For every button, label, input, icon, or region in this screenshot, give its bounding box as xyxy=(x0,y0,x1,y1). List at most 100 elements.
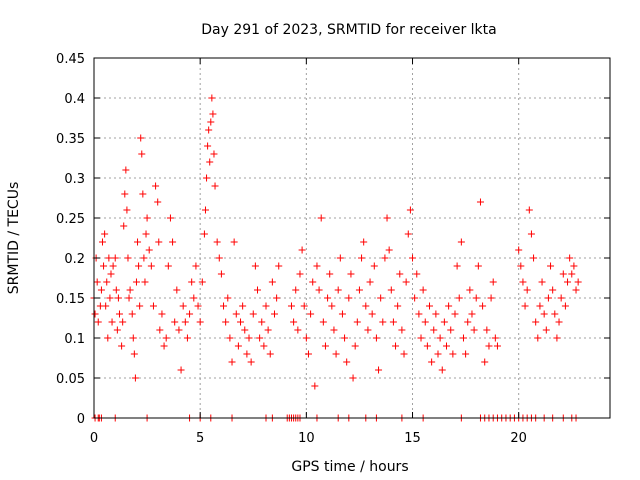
data-point xyxy=(372,334,380,342)
data-point xyxy=(459,334,467,342)
data-point xyxy=(122,166,130,174)
x-axis-title: GPS time / hours xyxy=(291,459,408,475)
data-point xyxy=(366,278,374,286)
data-point xyxy=(515,246,523,254)
data-point xyxy=(302,334,310,342)
data-point xyxy=(389,318,397,326)
data-point xyxy=(108,318,116,326)
data-point xyxy=(304,350,312,358)
data-point xyxy=(457,238,465,246)
data-point xyxy=(324,294,332,302)
data-point xyxy=(309,278,317,286)
data-point xyxy=(215,254,223,262)
data-point xyxy=(256,334,264,342)
x-tick-label: 0 xyxy=(90,431,98,446)
data-point xyxy=(377,294,385,302)
data-point xyxy=(394,302,402,310)
data-point xyxy=(493,342,501,350)
plot-frame xyxy=(93,57,611,419)
data-point xyxy=(453,262,461,270)
data-point xyxy=(230,238,238,246)
data-point xyxy=(485,342,493,350)
data-point xyxy=(115,310,123,318)
data-point xyxy=(104,334,112,342)
data-point xyxy=(237,318,245,326)
data-point xyxy=(419,286,427,294)
data-point xyxy=(411,294,419,302)
data-point xyxy=(481,358,489,366)
data-point xyxy=(254,286,262,294)
data-point xyxy=(313,262,321,270)
data-point xyxy=(347,270,355,278)
data-point xyxy=(273,294,281,302)
data-point xyxy=(445,302,453,310)
data-point xyxy=(551,310,559,318)
data-point xyxy=(555,318,563,326)
x-tick-labels: 0 5 10 15 20 xyxy=(90,431,527,446)
data-point xyxy=(154,198,162,206)
data-point xyxy=(523,286,531,294)
data-point xyxy=(132,278,140,286)
data-point xyxy=(239,302,247,310)
x-tick-label: 20 xyxy=(510,431,527,446)
data-point xyxy=(487,294,495,302)
data-point xyxy=(134,238,142,246)
data-point xyxy=(186,310,194,318)
data-point xyxy=(396,270,404,278)
data-point xyxy=(375,366,383,374)
data-point xyxy=(131,374,139,382)
data-point xyxy=(118,342,126,350)
data-point xyxy=(175,326,183,334)
data-point xyxy=(103,278,111,286)
data-point xyxy=(114,294,122,302)
data-point xyxy=(300,302,308,310)
data-point xyxy=(128,310,136,318)
data-point xyxy=(428,358,436,366)
data-point xyxy=(517,262,525,270)
data-point xyxy=(141,278,149,286)
data-point xyxy=(245,334,253,342)
data-point xyxy=(142,230,150,238)
data-point xyxy=(100,262,108,270)
data-point xyxy=(355,286,363,294)
data-point xyxy=(129,334,137,342)
data-point xyxy=(413,270,421,278)
data-point xyxy=(385,246,393,254)
data-point xyxy=(553,334,561,342)
y-tick-label: 0.25 xyxy=(56,212,85,227)
data-point xyxy=(97,286,105,294)
data-point xyxy=(406,206,414,214)
data-point xyxy=(360,238,368,246)
chart-title: Day 291 of 2023, SRMTID for receiver lkt… xyxy=(201,22,496,38)
data-point xyxy=(476,198,484,206)
data-point xyxy=(432,310,440,318)
data-point xyxy=(179,302,187,310)
data-point xyxy=(351,342,359,350)
data-point xyxy=(147,262,155,270)
data-point xyxy=(519,278,527,286)
data-point xyxy=(574,278,582,286)
data-point xyxy=(149,302,157,310)
data-point xyxy=(292,286,300,294)
data-point xyxy=(542,326,550,334)
data-point xyxy=(287,302,295,310)
data-point xyxy=(561,302,569,310)
data-point xyxy=(368,310,376,318)
data-point xyxy=(251,262,259,270)
data-point xyxy=(547,262,555,270)
data-point xyxy=(155,238,163,246)
data-point xyxy=(398,326,406,334)
data-point xyxy=(455,294,463,302)
data-point xyxy=(136,302,144,310)
data-point xyxy=(536,302,544,310)
data-point xyxy=(94,318,102,326)
data-point xyxy=(211,182,219,190)
data-point xyxy=(124,254,132,262)
data-point xyxy=(334,286,342,294)
x-tick-label: 10 xyxy=(298,431,315,446)
data-point xyxy=(243,350,251,358)
data-point xyxy=(330,326,338,334)
data-point xyxy=(379,318,387,326)
data-point xyxy=(213,238,221,246)
